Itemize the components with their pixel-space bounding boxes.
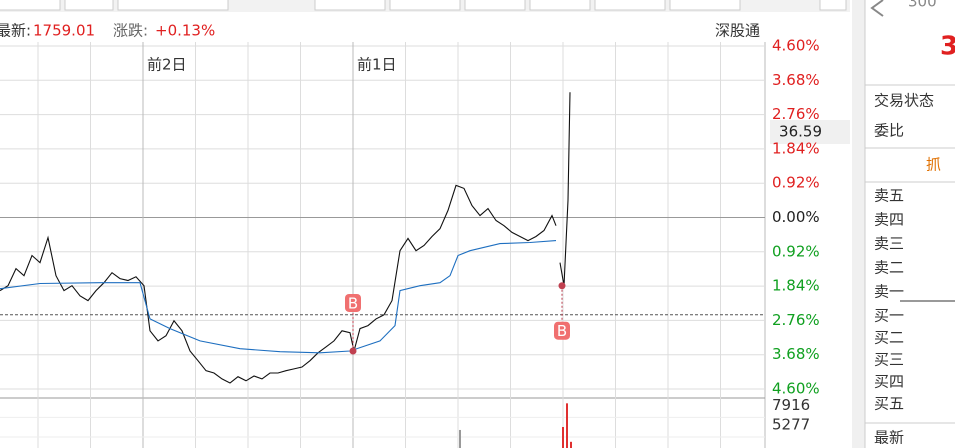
x-tick-label: 前2日 — [147, 56, 187, 74]
status-label: 交易状态 — [874, 92, 934, 110]
sell-label: 卖四 — [874, 211, 904, 229]
button[interactable] — [314, 0, 386, 11]
series-line — [0, 240, 557, 354]
volume-bar — [459, 429, 461, 448]
button[interactable] — [0, 0, 61, 11]
y-tick-label: 0.92% — [772, 242, 820, 260]
buy-label: 买四 — [874, 373, 904, 391]
back-arrow[interactable] — [870, 0, 884, 17]
volume-bar — [570, 441, 572, 448]
y-tick-label: 3.68% — [772, 71, 820, 89]
marker-dot — [558, 282, 566, 290]
scrollbar[interactable] — [852, 0, 865, 448]
stock-code: 300 — [908, 0, 937, 11]
sell-label: 卖一 — [874, 283, 904, 301]
marker-label: B — [557, 322, 567, 340]
y-tick-label: 1.84% — [772, 277, 820, 295]
series-line — [0, 92, 571, 384]
sell-label: 卖二 — [874, 259, 904, 277]
y-tick-label: 5277 — [772, 415, 810, 433]
x-tick-label: 前1日 — [357, 56, 397, 74]
tab-label[interactable]: 抓 — [926, 156, 941, 174]
crosshair-label: 36.59 — [779, 123, 822, 141]
button[interactable] — [669, 0, 741, 11]
y-tick-label: 1.84% — [772, 139, 820, 157]
connect-label: 深股通 — [715, 22, 760, 40]
button[interactable] — [464, 0, 526, 11]
button[interactable] — [64, 0, 114, 11]
y-tick-label: 2.76% — [772, 311, 820, 329]
buy-label: 买三 — [874, 351, 904, 369]
side-panel: 300 3 交易状态 委比 抓 最新 — [865, 0, 955, 447]
volume-bar — [566, 403, 568, 448]
button[interactable] — [529, 0, 591, 11]
buy-label: 买五 — [874, 395, 904, 413]
button[interactable] — [594, 0, 666, 11]
sell-label: 卖五 — [874, 187, 904, 205]
buy-label: 买二 — [874, 329, 904, 347]
y-tick-label: 4.60% — [772, 37, 820, 55]
button[interactable] — [389, 0, 461, 11]
button[interactable] — [117, 0, 229, 11]
ratio-label: 委比 — [874, 122, 904, 140]
y-tick-label: 0.92% — [772, 174, 820, 192]
marker-badge — [345, 293, 361, 312]
latest-label: 最新: — [0, 22, 31, 40]
buy-label: 买一 — [874, 307, 904, 325]
crosshair-box — [770, 120, 850, 144]
volume-bar — [562, 427, 564, 448]
marker-dot — [349, 347, 357, 355]
change-value: +0.13% — [155, 22, 215, 40]
change-label: 涨跌: — [113, 22, 148, 40]
y-tick-label: 0.00% — [772, 208, 820, 226]
latest-value: 1759.01 — [33, 22, 95, 40]
stock-price: 3 — [940, 32, 955, 62]
y-tick-label: 7916 — [772, 396, 810, 414]
y-tick-label: 4.60% — [772, 380, 820, 398]
y-tick-label: 3.68% — [772, 345, 820, 363]
y-tick-label: 2.76% — [772, 105, 820, 123]
button[interactable] — [819, 0, 847, 11]
marker-badge — [554, 321, 570, 340]
latest-row-label: 最新 — [874, 429, 904, 447]
sell-label: 卖三 — [874, 235, 904, 253]
marker-label: B — [348, 294, 358, 312]
